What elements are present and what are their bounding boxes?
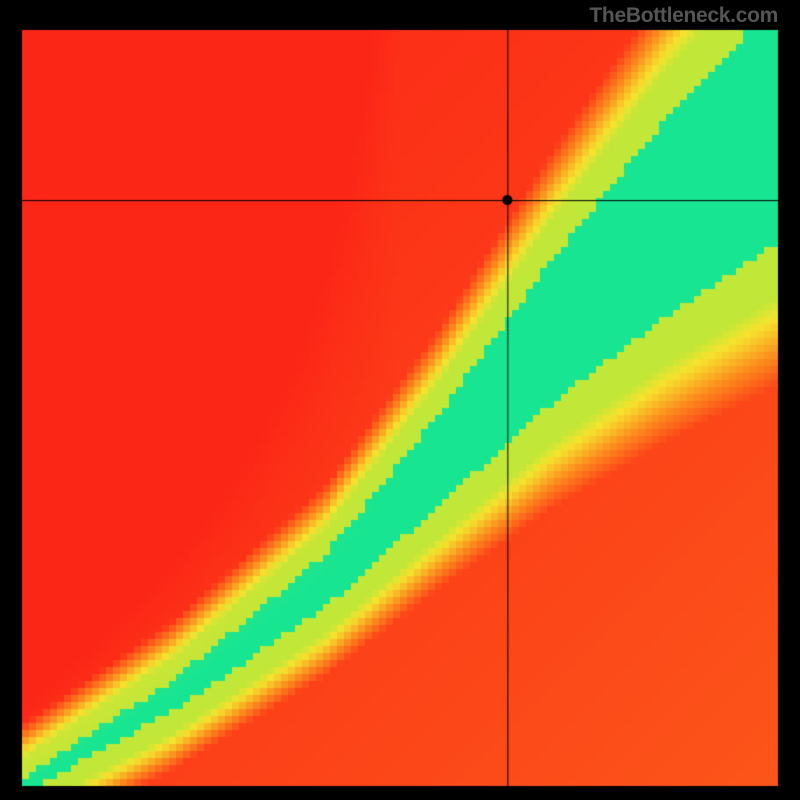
bottleneck-heatmap	[0, 0, 800, 800]
watermark-text: TheBottleneck.com	[589, 4, 778, 28]
